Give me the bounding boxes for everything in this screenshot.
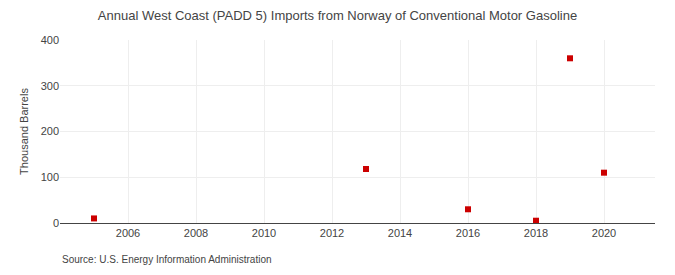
svg-text:Annual West Coast (PADD 5) Imp: Annual West Coast (PADD 5) Imports from … (98, 8, 577, 23)
svg-text:2016: 2016 (456, 227, 480, 239)
svg-text:2014: 2014 (388, 227, 412, 239)
svg-text:200: 200 (41, 125, 59, 137)
svg-text:2010: 2010 (252, 227, 276, 239)
svg-text:400: 400 (41, 34, 59, 46)
svg-text:300: 300 (41, 80, 59, 92)
svg-text:2020: 2020 (592, 227, 616, 239)
svg-text:2006: 2006 (116, 227, 140, 239)
svg-text:Thousand Barrels: Thousand Barrels (18, 88, 30, 175)
svg-text:100: 100 (41, 171, 59, 183)
svg-text:0: 0 (53, 217, 59, 229)
svg-text:2018: 2018 (524, 227, 548, 239)
svg-text:Source: U.S. Energy Informatio: Source: U.S. Energy Information Administ… (62, 254, 272, 265)
svg-text:2008: 2008 (184, 227, 208, 239)
svg-text:2012: 2012 (320, 227, 344, 239)
